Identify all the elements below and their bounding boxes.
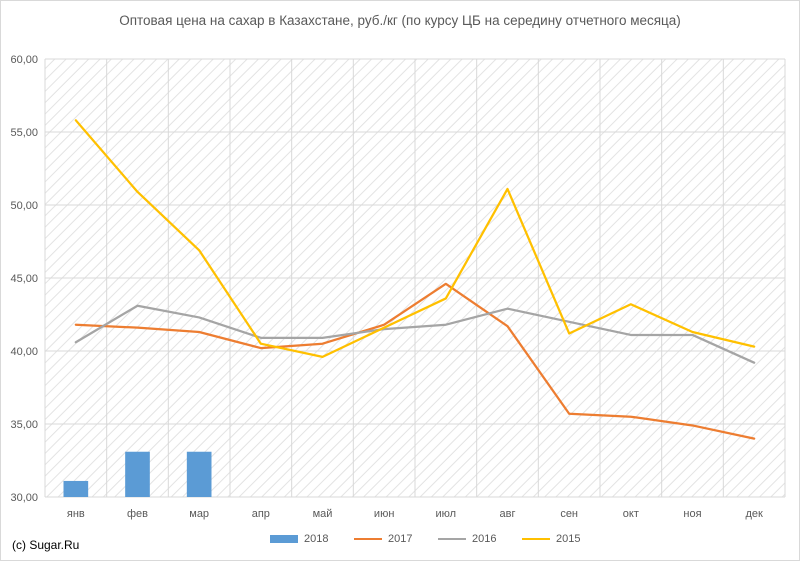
x-tick-label: авг: [500, 508, 516, 520]
bar-2018: [125, 451, 150, 497]
x-tick-label: апр: [252, 508, 270, 520]
legend-swatch: [438, 538, 466, 540]
credit-text: (c) Sugar.Ru: [12, 538, 80, 552]
legend-swatch: [270, 535, 298, 543]
x-tick-label: окт: [623, 508, 639, 520]
legend-label: 2017: [388, 533, 413, 545]
legend-item-2015: 2015: [522, 533, 580, 545]
y-tick-label: 60,00: [10, 54, 38, 66]
legend-label: 2018: [304, 533, 329, 545]
legend-item-2017: 2017: [354, 533, 412, 545]
legend-label: 2015: [556, 533, 581, 545]
y-tick-label: 50,00: [10, 200, 38, 212]
x-tick-label: янв: [67, 508, 85, 520]
y-tick-label: 45,00: [10, 273, 38, 285]
y-tick-label: 40,00: [10, 346, 38, 358]
x-tick-label: дек: [745, 508, 763, 520]
legend-swatch: [522, 538, 550, 540]
x-tick-label: ноя: [683, 508, 701, 520]
legend-item-2018: 2018: [270, 533, 328, 545]
bar-2018: [63, 480, 89, 497]
y-tick-label: 30,00: [10, 492, 38, 504]
legend-swatch: [354, 538, 382, 540]
legend: 2018 2017 2016 2015: [0, 533, 800, 549]
bar-2018: [186, 451, 212, 497]
line-2015: [74, 119, 756, 358]
line-2016: [74, 304, 756, 364]
y-tick-label: 55,00: [10, 127, 38, 139]
y-tick-label: 35,00: [10, 419, 38, 431]
line-2017: [74, 282, 756, 440]
x-tick-label: фев: [127, 508, 148, 520]
legend-label: 2016: [472, 533, 497, 545]
x-tick-label: июл: [436, 508, 457, 520]
chart-title: Оптовая цена на сахар в Казахстане, руб.…: [119, 13, 681, 28]
x-tick-label: май: [313, 508, 333, 520]
x-tick-label: июн: [374, 508, 394, 520]
x-tick-label: сен: [560, 508, 578, 520]
x-tick-label: мар: [189, 508, 209, 520]
legend-item-2016: 2016: [438, 533, 496, 545]
